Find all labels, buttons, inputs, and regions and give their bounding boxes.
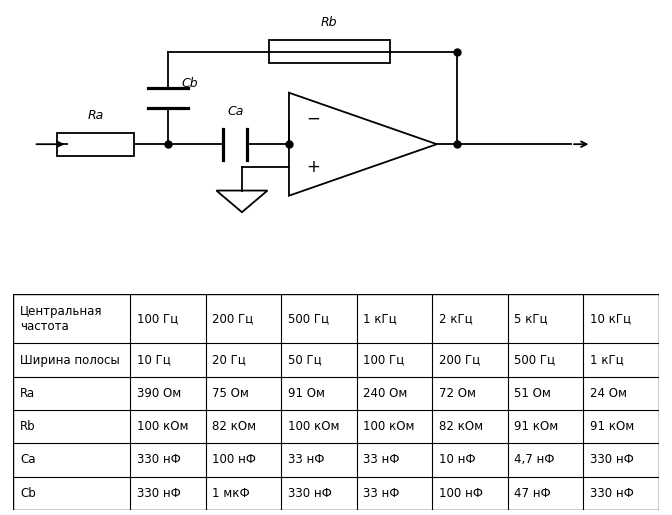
- Text: 330 нФ: 330 нФ: [589, 453, 634, 467]
- Text: 200 Гц: 200 Гц: [439, 354, 480, 367]
- Text: 20 Гц: 20 Гц: [212, 354, 246, 367]
- Text: 240 Ом: 240 Ом: [363, 387, 408, 400]
- Text: 51 Ом: 51 Ом: [514, 387, 551, 400]
- Text: Rb: Rb: [20, 420, 36, 433]
- Text: 82 кОм: 82 кОм: [212, 420, 257, 433]
- Text: 2 кГц: 2 кГц: [439, 312, 472, 325]
- Text: Cb: Cb: [181, 77, 198, 90]
- Text: 500 Гц: 500 Гц: [514, 354, 555, 367]
- Text: 10 кГц: 10 кГц: [589, 312, 630, 325]
- Text: 5 кГц: 5 кГц: [514, 312, 548, 325]
- Text: 33 нФ: 33 нФ: [363, 453, 400, 467]
- Text: 33 нФ: 33 нФ: [363, 487, 400, 500]
- Text: 1 кГц: 1 кГц: [589, 354, 623, 367]
- FancyBboxPatch shape: [13, 294, 659, 510]
- Text: 1 мкФ: 1 мкФ: [212, 487, 250, 500]
- FancyBboxPatch shape: [269, 40, 390, 63]
- Text: Ra: Ra: [20, 387, 35, 400]
- Text: Rb: Rb: [321, 16, 337, 29]
- Text: Cb: Cb: [20, 487, 36, 500]
- Text: 4,7 нФ: 4,7 нФ: [514, 453, 554, 467]
- Text: 500 Гц: 500 Гц: [288, 312, 329, 325]
- Text: 100 нФ: 100 нФ: [212, 453, 256, 467]
- Text: 330 нФ: 330 нФ: [137, 453, 181, 467]
- Text: 24 Ом: 24 Ом: [589, 387, 626, 400]
- Text: Ширина полосы: Ширина полосы: [20, 354, 120, 367]
- Text: 330 нФ: 330 нФ: [589, 487, 634, 500]
- Text: 100 нФ: 100 нФ: [439, 487, 482, 500]
- Text: 100 кОм: 100 кОм: [363, 420, 415, 433]
- Text: 50 Гц: 50 Гц: [288, 354, 321, 367]
- Text: 100 кОм: 100 кОм: [288, 420, 339, 433]
- Text: 75 Ом: 75 Ом: [212, 387, 249, 400]
- Text: 10 Гц: 10 Гц: [137, 354, 171, 367]
- Text: 33 нФ: 33 нФ: [288, 453, 325, 467]
- Text: 330 нФ: 330 нФ: [137, 487, 181, 500]
- Text: 390 Ом: 390 Ом: [137, 387, 181, 400]
- Text: 100 Гц: 100 Гц: [137, 312, 178, 325]
- Text: 100 кОм: 100 кОм: [137, 420, 188, 433]
- Text: −: −: [306, 110, 320, 127]
- Text: Ra: Ra: [87, 109, 104, 122]
- Text: 91 кОм: 91 кОм: [589, 420, 634, 433]
- Text: 72 Ом: 72 Ом: [439, 387, 476, 400]
- Text: Ca: Ca: [227, 106, 243, 118]
- Text: 10 нФ: 10 нФ: [439, 453, 475, 467]
- Text: 47 нФ: 47 нФ: [514, 487, 551, 500]
- Text: 1 кГц: 1 кГц: [363, 312, 397, 325]
- Text: Центральная
частота: Центральная частота: [20, 304, 102, 333]
- Text: +: +: [306, 159, 320, 176]
- Text: 91 кОм: 91 кОм: [514, 420, 558, 433]
- Text: 82 кОм: 82 кОм: [439, 420, 482, 433]
- Text: 100 Гц: 100 Гц: [363, 354, 405, 367]
- Text: 200 Гц: 200 Гц: [212, 312, 253, 325]
- FancyBboxPatch shape: [57, 133, 134, 156]
- Text: 330 нФ: 330 нФ: [288, 487, 331, 500]
- Text: Ca: Ca: [20, 453, 36, 467]
- Text: 91 Ом: 91 Ом: [288, 387, 325, 400]
